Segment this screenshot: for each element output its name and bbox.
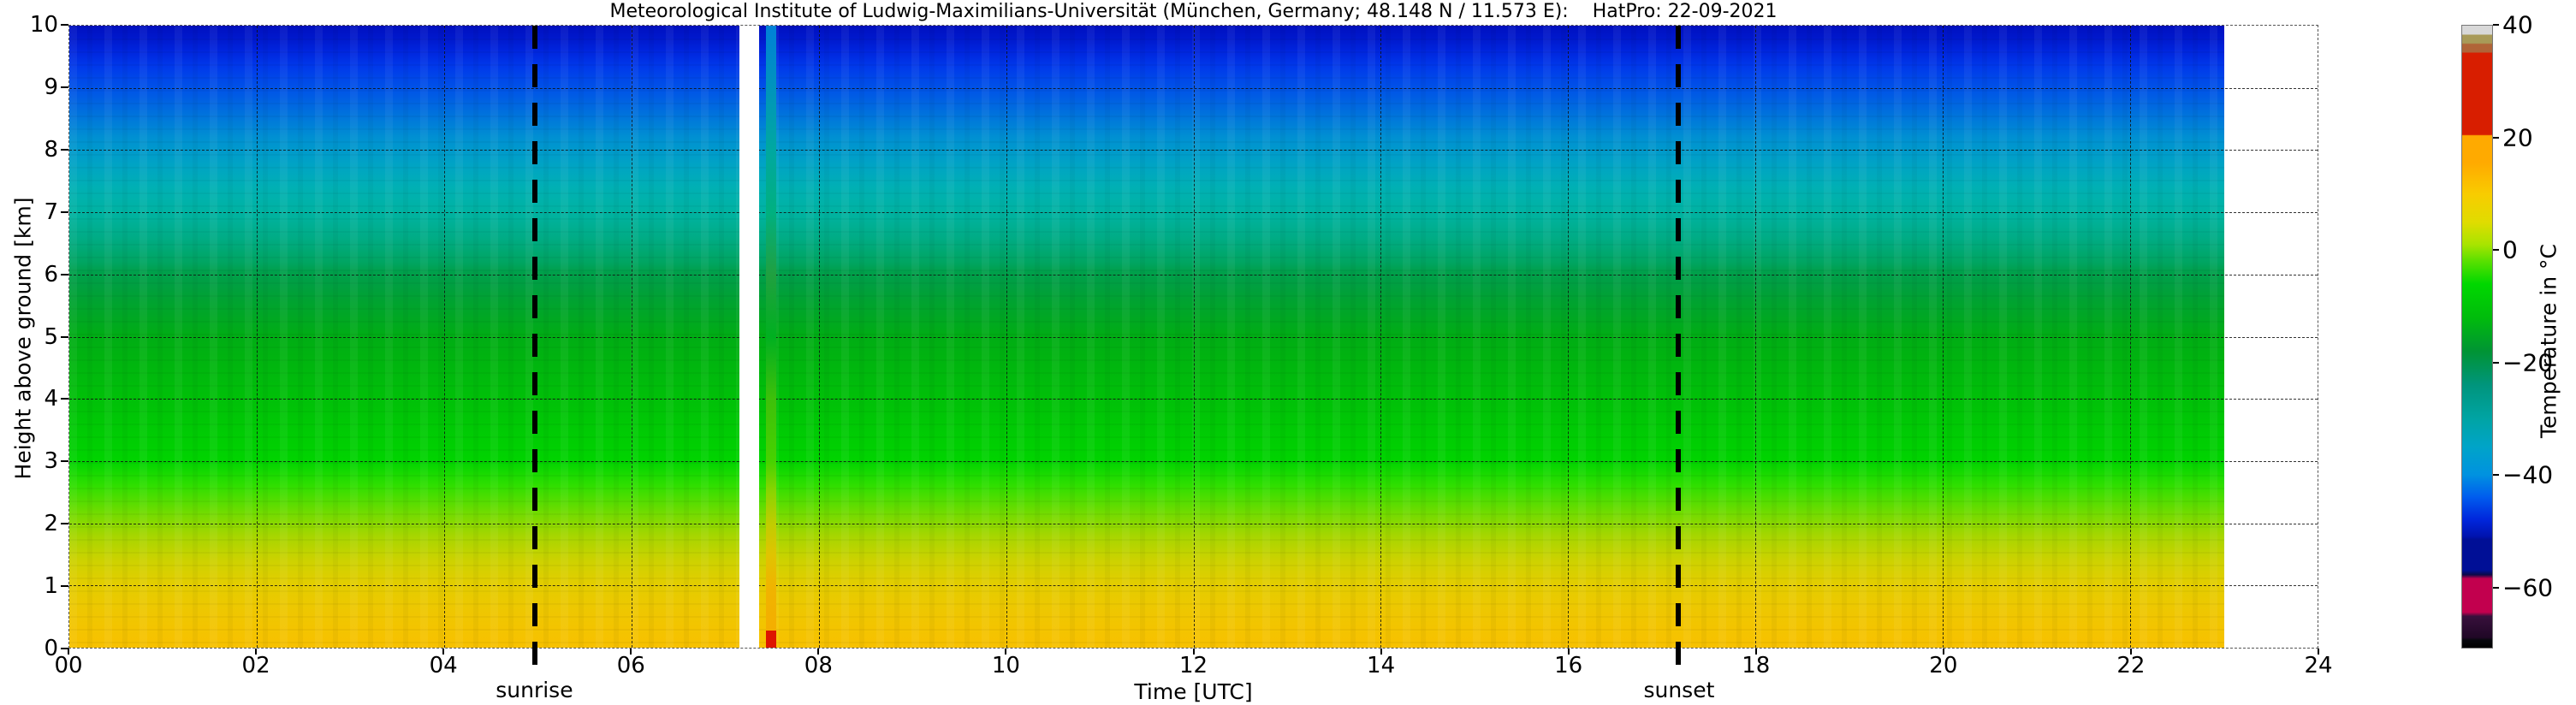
y-tick-label: 3 xyxy=(44,448,58,475)
y-tick-mark xyxy=(61,273,68,275)
colorbar-tick-mark xyxy=(2493,586,2499,589)
y-tick-mark xyxy=(61,460,68,463)
x-tick-label: 00 xyxy=(54,653,83,678)
x-tick-label: 16 xyxy=(1554,653,1583,678)
x-tick-mark xyxy=(1005,649,1007,655)
y-tick-mark xyxy=(61,523,68,525)
x-tick-mark xyxy=(1192,649,1195,655)
y-tick-label: 5 xyxy=(44,323,58,350)
sunrise-label: sunrise xyxy=(496,678,573,702)
gridline-vertical xyxy=(1193,26,1195,648)
x-tick-mark xyxy=(442,649,445,655)
x-tick-mark xyxy=(817,649,820,655)
x-axis-title: Time [UTC] xyxy=(1134,679,1253,704)
sunrise-line xyxy=(532,26,537,666)
y-tick-mark xyxy=(61,24,68,26)
colorbar-tick-mark xyxy=(2493,136,2499,139)
x-tick-mark xyxy=(1754,649,1757,655)
x-tick-label: 18 xyxy=(1742,653,1771,678)
y-tick-label: 8 xyxy=(44,136,58,163)
x-tick-label: 24 xyxy=(2304,653,2333,678)
data-gap xyxy=(739,26,759,648)
y-tick-label: 6 xyxy=(44,261,58,287)
chart-title: Meteorological Institute of Ludwig-Maxim… xyxy=(609,1,1778,22)
colorbar-tick-label: 20 xyxy=(2502,123,2533,152)
x-tick-label: 10 xyxy=(991,653,1020,678)
gridline-vertical xyxy=(1006,26,1007,648)
x-tick-mark xyxy=(68,649,69,655)
y-tick-label: 2 xyxy=(44,511,58,537)
gridline-vertical xyxy=(256,26,258,648)
x-tick-label: 06 xyxy=(616,653,645,678)
sunset-label: sunset xyxy=(1643,678,1715,702)
x-tick-mark xyxy=(630,649,632,655)
colorbar-tick-mark xyxy=(2493,474,2499,477)
gridline-vertical xyxy=(1943,26,1944,648)
colorbar-tick-label: −60 xyxy=(2502,573,2554,602)
y-tick-label: 9 xyxy=(44,74,58,100)
colorbar-tick-label: 40 xyxy=(2502,10,2533,39)
y-tick-mark xyxy=(61,648,68,649)
x-tick-label: 08 xyxy=(804,653,833,678)
colorbar-tick-label: −40 xyxy=(2502,460,2554,489)
colorbar-tick-mark xyxy=(2493,24,2499,26)
y-tick-label: 4 xyxy=(44,386,58,412)
y-tick-mark xyxy=(61,86,68,88)
x-tick-label: 04 xyxy=(429,653,458,678)
x-tick-label: 02 xyxy=(241,653,270,678)
y-tick-label: 1 xyxy=(44,573,58,600)
gridline-vertical xyxy=(443,26,445,648)
x-tick-label: 12 xyxy=(1178,653,1208,678)
x-tick-mark xyxy=(2129,649,2132,655)
y-tick-mark xyxy=(61,210,68,213)
gridline-vertical xyxy=(1380,26,1382,648)
colorbar-tick-label: −20 xyxy=(2502,348,2554,377)
colorbar-tick-mark xyxy=(2493,249,2499,252)
y-tick-label: 10 xyxy=(29,12,58,38)
x-tick-label: 14 xyxy=(1367,653,1396,678)
anomaly-column xyxy=(766,26,777,648)
anomaly-surface-red xyxy=(766,631,777,648)
plot-area xyxy=(68,25,2318,666)
x-tick-mark xyxy=(1567,649,1570,655)
gridline-vertical xyxy=(818,26,820,648)
x-tick-mark xyxy=(1380,649,1382,655)
x-tick-mark xyxy=(255,649,258,655)
colorbar-tick-mark xyxy=(2493,361,2499,364)
x-tick-mark xyxy=(1942,649,1944,655)
x-tick-mark xyxy=(2318,649,2319,655)
colorbar-title: Temperature in °C xyxy=(2536,244,2561,439)
y-tick-mark xyxy=(61,398,68,400)
y-tick-label: 0 xyxy=(44,636,58,661)
gridline-vertical xyxy=(1568,26,1570,648)
colorbar xyxy=(2461,25,2493,649)
gridline-vertical xyxy=(2130,26,2132,648)
sunset-line xyxy=(1676,26,1682,666)
x-tick-label: 20 xyxy=(1929,653,1958,678)
y-tick-mark xyxy=(61,585,68,588)
colorbar-tick-label: 0 xyxy=(2502,235,2518,264)
y-tick-mark xyxy=(61,148,68,151)
y-tick-label: 7 xyxy=(44,198,58,225)
gridline-vertical xyxy=(1755,26,1757,648)
x-tick-label: 22 xyxy=(2116,653,2146,678)
y-tick-mark xyxy=(61,335,68,338)
